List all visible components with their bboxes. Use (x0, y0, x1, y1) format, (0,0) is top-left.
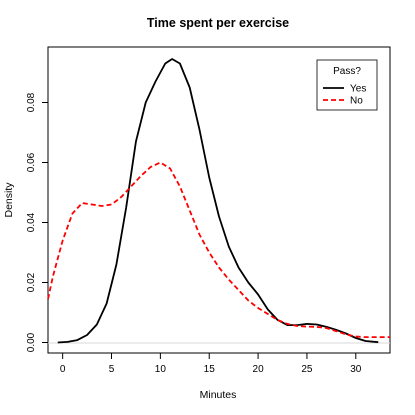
y-tick-label: 0.06 (26, 152, 37, 172)
x-axis-ticks: 0 5 10 15 20 25 30 (60, 353, 362, 375)
legend-title: Pass? (333, 66, 361, 77)
y-tick-label: 0.00 (26, 332, 37, 352)
x-tick-label: 30 (350, 364, 362, 375)
y-tick-label: 0.04 (26, 212, 37, 232)
x-tick-label: 0 (60, 364, 66, 375)
series-layer (47, 58, 390, 344)
series-line-no (47, 161, 390, 338)
legend-box (316, 59, 378, 111)
plot-frame (47, 46, 391, 354)
x-tick-label: 20 (253, 364, 265, 375)
y-axis-label: Density (3, 182, 15, 218)
series-line-yes (57, 58, 379, 344)
x-tick-label: 25 (301, 364, 313, 375)
chart-title: Time spent per exercise (147, 16, 289, 30)
x-tick-label: 5 (109, 364, 115, 375)
y-tick-label: 0.08 (26, 92, 37, 112)
legend-label-yes: Yes (350, 84, 366, 95)
y-axis-ticks: 0.00 0.02 0.04 0.06 0.08 (26, 92, 48, 352)
x-tick-label: 10 (155, 364, 167, 375)
legend-label-no: No (350, 96, 363, 107)
x-axis-label: Minutes (200, 389, 237, 401)
x-tick-label: 15 (204, 364, 216, 375)
y-tick-label: 0.02 (26, 272, 37, 292)
